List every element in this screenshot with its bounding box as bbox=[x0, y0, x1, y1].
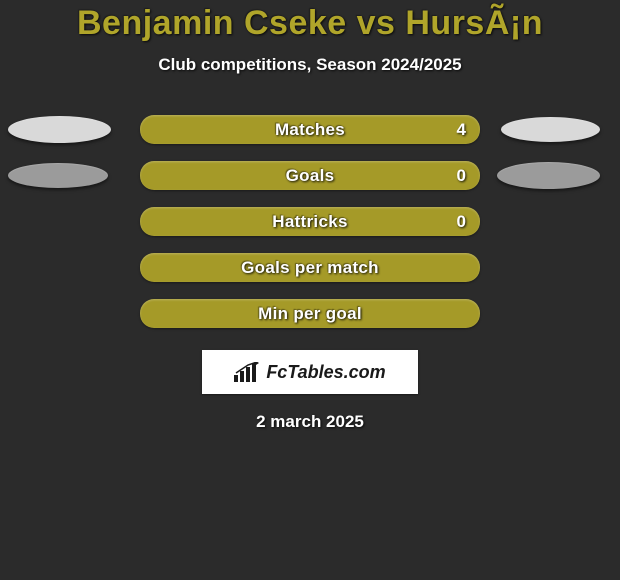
stat-row: Matches 4 bbox=[0, 115, 620, 144]
player-oval bbox=[8, 116, 111, 143]
stats-rows: Matches 4 Goals 0 Hattricks 0 Goals per match M… bbox=[0, 115, 620, 328]
stat-row: Min per goal bbox=[0, 299, 620, 328]
stat-bar: Goals per match bbox=[140, 253, 480, 282]
stat-row: Hattricks 0 bbox=[0, 207, 620, 236]
page-title: Benjamin Cseke vs HursÃ¡n bbox=[0, 0, 620, 43]
logo-text: FcTables.com bbox=[266, 362, 385, 383]
stat-bar: Hattricks 0 bbox=[140, 207, 480, 236]
player-oval bbox=[8, 163, 108, 188]
stat-label: Goals bbox=[286, 166, 335, 186]
bar-chart-icon bbox=[234, 362, 260, 382]
logo: FcTables.com bbox=[234, 362, 385, 383]
stat-label: Min per goal bbox=[258, 304, 362, 324]
stat-value: 4 bbox=[457, 120, 466, 140]
stat-bar: Goals 0 bbox=[140, 161, 480, 190]
stat-label: Hattricks bbox=[272, 212, 347, 232]
subtitle: Club competitions, Season 2024/2025 bbox=[0, 55, 620, 75]
stat-row: Goals 0 bbox=[0, 161, 620, 190]
logo-box: FcTables.com bbox=[202, 350, 418, 394]
date-text: 2 march 2025 bbox=[0, 412, 620, 432]
stat-value: 0 bbox=[457, 212, 466, 232]
stat-bar: Matches 4 bbox=[140, 115, 480, 144]
stat-label: Matches bbox=[275, 120, 345, 140]
stat-label: Goals per match bbox=[241, 258, 379, 278]
stat-value: 0 bbox=[457, 166, 466, 186]
player-oval bbox=[501, 117, 600, 142]
stat-row: Goals per match bbox=[0, 253, 620, 282]
player-oval bbox=[497, 162, 600, 189]
stat-bar: Min per goal bbox=[140, 299, 480, 328]
